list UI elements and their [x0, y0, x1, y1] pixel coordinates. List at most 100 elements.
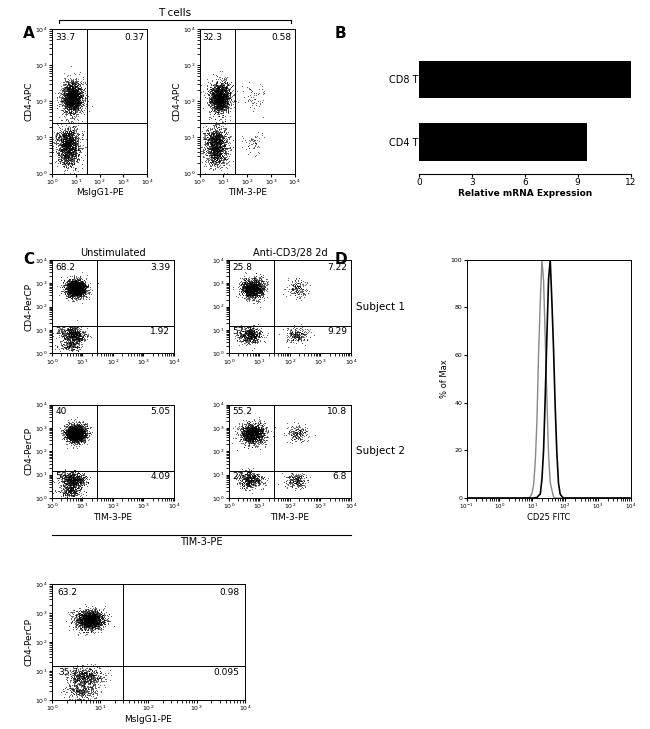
- Point: [78, 421, 88, 432]
- Point: [241, 284, 252, 295]
- Point: [219, 99, 229, 111]
- Point: [69, 288, 79, 300]
- Point: [65, 290, 75, 302]
- Point: [209, 152, 220, 163]
- Point: [58, 155, 69, 166]
- Point: [82, 612, 92, 624]
- Point: [68, 97, 79, 109]
- Point: [250, 138, 261, 149]
- Point: [57, 98, 67, 109]
- Point: [75, 425, 86, 437]
- Point: [250, 287, 261, 299]
- Point: [246, 284, 256, 295]
- Point: [257, 482, 268, 494]
- Point: [73, 607, 84, 619]
- Point: [72, 477, 82, 488]
- Point: [90, 606, 100, 617]
- Point: [73, 287, 84, 299]
- Point: [92, 618, 102, 630]
- Point: [71, 425, 81, 437]
- Point: [64, 136, 74, 148]
- Point: [58, 340, 68, 352]
- Point: [212, 98, 222, 110]
- Point: [214, 95, 225, 106]
- Point: [72, 432, 82, 444]
- Point: [72, 285, 82, 297]
- Point: [68, 426, 79, 438]
- Point: [62, 87, 72, 99]
- Point: [70, 133, 80, 145]
- Point: [244, 83, 255, 95]
- Point: [73, 429, 84, 441]
- Point: [251, 432, 261, 443]
- Point: [74, 106, 85, 117]
- Point: [241, 327, 252, 339]
- Point: [60, 98, 71, 110]
- Point: [213, 98, 223, 109]
- Point: [250, 425, 261, 437]
- Point: [255, 291, 265, 303]
- Point: [69, 347, 79, 359]
- Point: [66, 96, 76, 108]
- Point: [296, 332, 307, 343]
- Point: [237, 429, 248, 440]
- Point: [64, 475, 75, 486]
- Point: [230, 332, 240, 344]
- Point: [208, 133, 218, 145]
- Point: [69, 487, 79, 499]
- Point: [59, 160, 70, 172]
- Point: [213, 128, 224, 140]
- Point: [62, 125, 72, 136]
- Point: [73, 424, 84, 436]
- Point: [60, 473, 70, 485]
- Point: [296, 330, 306, 342]
- Point: [82, 620, 92, 631]
- Point: [74, 425, 85, 437]
- Point: [250, 426, 261, 438]
- Point: [211, 91, 222, 103]
- Point: [76, 668, 86, 679]
- Point: [77, 677, 88, 688]
- Point: [248, 323, 259, 335]
- Point: [248, 281, 259, 293]
- Point: [243, 434, 254, 446]
- Point: [57, 94, 68, 106]
- Point: [220, 96, 231, 108]
- Point: [77, 608, 87, 620]
- Point: [294, 284, 305, 295]
- Point: [71, 422, 81, 434]
- Point: [55, 146, 66, 157]
- Point: [67, 425, 77, 437]
- Point: [210, 106, 220, 118]
- Point: [62, 148, 72, 160]
- Point: [70, 425, 80, 437]
- Point: [217, 149, 228, 161]
- Point: [219, 103, 229, 114]
- Point: [73, 475, 83, 486]
- Point: [65, 147, 75, 159]
- Point: [73, 274, 83, 286]
- Point: [253, 472, 263, 484]
- Point: [217, 96, 228, 108]
- Point: [62, 683, 73, 695]
- Point: [74, 98, 85, 109]
- Point: [250, 473, 260, 485]
- Point: [210, 86, 220, 98]
- Point: [73, 429, 83, 440]
- Point: [211, 92, 222, 104]
- Point: [64, 90, 75, 101]
- Point: [218, 140, 229, 152]
- Point: [63, 94, 73, 106]
- Point: [52, 130, 62, 142]
- Point: [84, 607, 95, 619]
- Point: [235, 426, 246, 437]
- Point: [250, 281, 261, 292]
- Point: [84, 611, 94, 623]
- Point: [75, 478, 86, 490]
- Point: [64, 106, 74, 118]
- Point: [252, 324, 262, 335]
- Point: [73, 277, 83, 289]
- Point: [68, 88, 79, 100]
- Point: [77, 677, 87, 689]
- Point: [70, 421, 81, 433]
